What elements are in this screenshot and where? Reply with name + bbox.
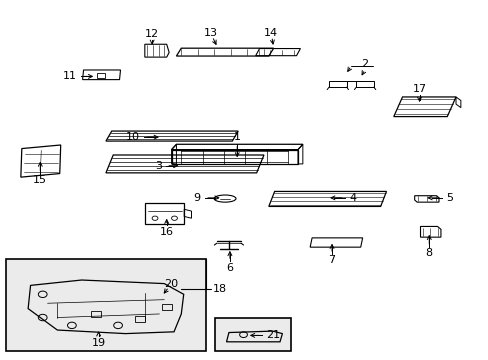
Text: 2: 2 [361,59,368,69]
Bar [6,258,205,351]
Bar [91,311,101,317]
Text: 19: 19 [91,338,105,347]
Text: 16: 16 [160,227,173,237]
Text: 9: 9 [193,193,201,203]
Text: 18: 18 [212,284,226,294]
Text: 15: 15 [33,175,47,185]
Text: 4: 4 [348,193,355,203]
Bar [162,304,171,310]
Bar [215,318,290,351]
Text: 13: 13 [203,28,217,38]
Text: 17: 17 [412,84,426,94]
Text: 1: 1 [233,132,240,142]
Bar [97,73,105,78]
Text: 12: 12 [145,28,159,39]
Text: 21: 21 [266,330,280,341]
Text: 7: 7 [328,255,335,265]
Text: 20: 20 [164,279,178,289]
Text: 3: 3 [155,161,162,171]
Bar [145,203,184,224]
Text: 11: 11 [62,71,77,81]
Text: 14: 14 [264,28,278,38]
Text: 5: 5 [446,193,452,203]
Bar [135,316,144,322]
Text: 8: 8 [425,248,432,258]
Text: 6: 6 [226,262,233,273]
Text: 10: 10 [126,132,140,142]
